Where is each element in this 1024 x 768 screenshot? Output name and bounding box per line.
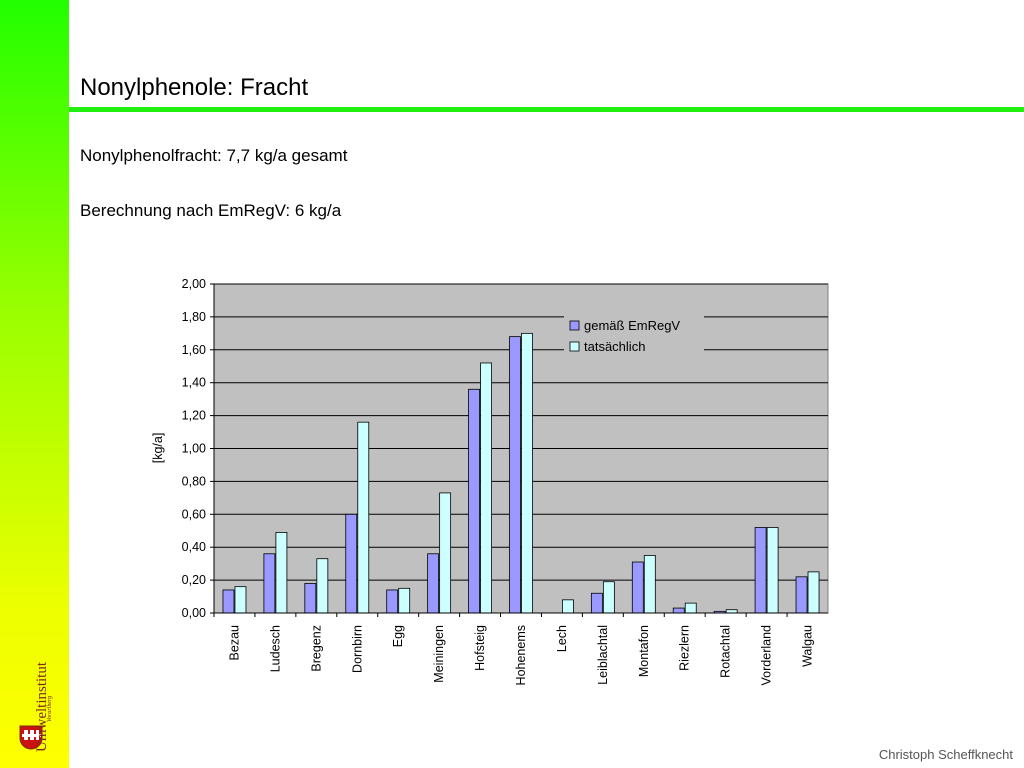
bar-emregv <box>263 553 276 614</box>
bar-emregv <box>468 388 480 614</box>
x-category-label: Riezlern <box>678 625 692 671</box>
bar-actual <box>643 555 656 614</box>
bar-actual <box>562 599 574 614</box>
x-category-label: Vorderland <box>760 625 774 686</box>
bar-actual <box>766 527 779 614</box>
bar-emregv <box>222 589 235 614</box>
bar-emregv <box>672 607 685 614</box>
bar-actual <box>480 362 492 614</box>
y-axis-label: [kg/a] <box>151 433 165 464</box>
y-tick-label: 0,60 <box>182 507 206 521</box>
title-divider <box>69 107 1024 112</box>
y-tick-label: 1,40 <box>182 376 206 390</box>
x-category-label: Montafon <box>637 625 651 677</box>
y-tick-label: 2,00 <box>182 277 206 291</box>
x-category-label: Bregenz <box>309 625 323 672</box>
x-category-label: Rotachtal <box>719 625 733 678</box>
x-category-label: Ludesch <box>268 625 282 672</box>
vorarlberg-coat-of-arms-icon <box>19 725 43 750</box>
bar-actual <box>275 531 288 614</box>
legend-label: gemäß EmRegV <box>584 318 680 333</box>
sidebar-gradient: Umweltinstitut Vorarlberg <box>0 0 69 768</box>
logo: Umweltinstitut Vorarlberg <box>14 622 60 762</box>
bar-actual <box>684 602 697 614</box>
legend-label: tatsächlich <box>584 339 645 354</box>
legend-box <box>564 312 704 354</box>
x-category-label: Lech <box>555 625 569 652</box>
bullet-total-load: Nonylphenolfracht: 7,7 kg/a gesamt <box>80 146 348 165</box>
y-tick-label: 0,00 <box>182 606 206 620</box>
y-tick-label: 0,20 <box>182 573 206 587</box>
bar-emregv <box>386 589 399 614</box>
legend-swatch <box>569 320 580 331</box>
bar-emregv <box>427 553 440 614</box>
x-category-label: Egg <box>391 625 405 647</box>
x-category-label: Walgau <box>801 625 815 667</box>
bar-actual <box>398 587 411 614</box>
y-tick-label: 1,00 <box>182 442 206 456</box>
bar-actual <box>439 492 452 614</box>
slide-title: Nonylphenole: Fracht <box>80 74 309 101</box>
bar-emregv <box>795 576 808 614</box>
x-category-label: Meiningen <box>432 625 446 683</box>
bullet-emregv-calc: Berechnung nach EmRegV: 6 kg/a <box>80 201 342 220</box>
y-tick-label: 0,40 <box>182 540 206 554</box>
y-tick-label: 0,80 <box>182 474 206 488</box>
y-tick-label: 1,60 <box>182 343 206 357</box>
x-category-label: Hohenems <box>514 625 528 685</box>
bar-emregv <box>754 527 767 614</box>
bar-actual <box>521 332 533 614</box>
legend-swatch <box>569 341 580 352</box>
bar-actual <box>602 581 615 614</box>
bar-emregv <box>590 592 603 614</box>
bar-emregv <box>345 513 358 614</box>
bar-actual <box>357 421 370 614</box>
bar-actual <box>316 558 329 614</box>
bar-emregv <box>509 336 521 614</box>
bar-emregv <box>304 582 317 614</box>
x-category-label: Leiblachtal <box>596 625 610 685</box>
bar-actual <box>234 586 247 614</box>
y-tick-label: 1,80 <box>182 310 206 324</box>
x-category-label: Hofsteig <box>473 625 487 671</box>
x-category-label: Bezau <box>227 625 241 660</box>
footer-author: Christoph Scheffknecht <box>878 747 1013 762</box>
x-category-label: Dornbirn <box>350 625 364 673</box>
y-tick-label: 1,20 <box>182 409 206 423</box>
bar-actual <box>807 571 820 614</box>
bar-emregv <box>631 561 644 614</box>
